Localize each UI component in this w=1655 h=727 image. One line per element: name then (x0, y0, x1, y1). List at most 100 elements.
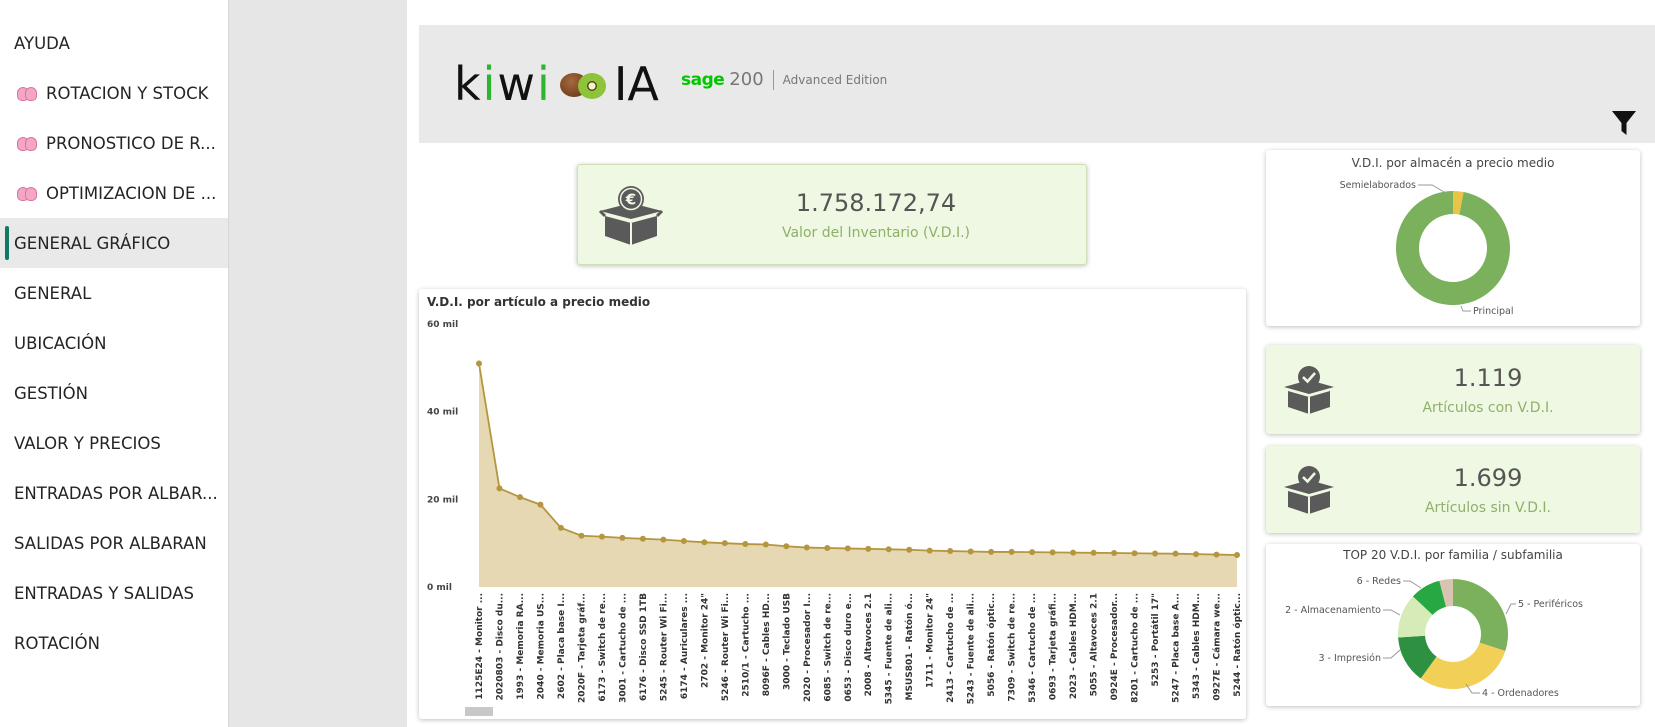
x-tick-label: 2040 - Memoria US... (536, 593, 546, 699)
data-point[interactable] (803, 544, 810, 551)
logo-letter: i (537, 57, 552, 111)
sage-version: 200 (729, 69, 764, 90)
horizontal-scrollbar[interactable] (465, 707, 493, 716)
data-point[interactable] (742, 541, 749, 548)
data-point[interactable] (721, 540, 728, 547)
sidebar-item[interactable]: UBICACIÓN (0, 318, 228, 368)
with-vdi-value: 1.119 (1453, 363, 1523, 392)
data-point[interactable] (476, 360, 482, 367)
donut-slice[interactable] (1412, 580, 1447, 615)
sidebar-item-label: GESTIÓN (14, 383, 88, 403)
data-point[interactable] (598, 533, 605, 540)
plot-area (476, 360, 1240, 587)
data-point[interactable] (680, 537, 687, 544)
data-point[interactable] (619, 534, 626, 541)
leader-line (1465, 683, 1480, 694)
sidebar-item[interactable]: PRONOSTICO DE R... (0, 118, 228, 168)
area-chart: V.D.I. por artículo a precio medio 0 mil… (427, 295, 1243, 716)
sidebar-item[interactable]: ENTRADAS POR ALBAR... (0, 468, 228, 518)
x-tick-label: MSUS801 - Ratón ó... (904, 593, 915, 701)
check-box-icon (1284, 365, 1334, 414)
donut-slice[interactable] (1453, 191, 1464, 215)
donut-label: Principal (1473, 306, 1513, 317)
y-tick-label: 40 mil (427, 408, 458, 418)
donut-label: 6 - Redes (1357, 576, 1401, 587)
sidebar-item[interactable]: GENERAL GRÁFICO (0, 218, 228, 268)
x-tick-label: 0924E - Procesador... (1110, 593, 1120, 700)
data-point[interactable] (947, 548, 954, 555)
sidebar-item-label: SALIDAS POR ALBARAN (14, 533, 207, 553)
kiwi-fruit-icon (559, 71, 608, 101)
sidebar-item-label: GENERAL (14, 283, 92, 303)
data-point[interactable] (1111, 550, 1118, 557)
data-point[interactable] (926, 547, 933, 554)
donut-label: 3 - Impresión (1318, 653, 1381, 664)
data-point[interactable] (660, 536, 667, 543)
sidebar-item[interactable]: ROTACION Y STOCK (0, 68, 228, 118)
data-point[interactable] (988, 548, 995, 555)
sidebar-item-label: ENTRADAS Y SALIDAS (14, 583, 194, 603)
data-point[interactable] (578, 532, 585, 539)
leader-line (1460, 305, 1471, 312)
data-point[interactable] (844, 545, 851, 552)
x-tick-label: 0693 - Tarjeta gráfi... (1049, 593, 1059, 700)
data-point[interactable] (1049, 549, 1056, 556)
data-point[interactable] (1090, 549, 1097, 556)
articles-with-vdi-card: 1.119 Artículos con V.D.I. (1266, 345, 1640, 434)
data-point[interactable] (537, 501, 544, 508)
data-point[interactable] (496, 485, 503, 492)
filter-icon[interactable] (1611, 109, 1637, 137)
sage-logo: sage 200 Advanced Edition (681, 69, 887, 90)
kpi-text: 1.699 Artículos sin V.D.I. (1336, 464, 1640, 516)
data-point[interactable] (865, 545, 872, 552)
data-point[interactable] (1029, 549, 1036, 556)
logo-letter: i (482, 57, 498, 111)
data-point[interactable] (1131, 550, 1138, 557)
sidebar-item[interactable]: SALIDAS POR ALBARAN (0, 518, 228, 568)
data-point[interactable] (1152, 550, 1159, 557)
x-tick-label: 6085 - Switch de re... (823, 593, 833, 702)
x-tick-label: 2008 - Altavoces 2.1 (864, 593, 874, 696)
sidebar-item[interactable]: AYUDA (0, 18, 228, 68)
donut-slice[interactable] (1420, 642, 1506, 689)
data-point[interactable] (906, 546, 913, 553)
data-point[interactable] (1070, 549, 1077, 556)
chart-title: V.D.I. por artículo a precio medio (427, 295, 650, 309)
donut-slice[interactable] (1398, 635, 1437, 679)
data-point[interactable] (516, 494, 523, 501)
donut-labels: Semielaborados Principal (1340, 180, 1514, 317)
x-tick-label: 0927E - Cámara we... (1213, 593, 1223, 701)
x-tick-label: 2020F - Tarjeta gráf... (577, 593, 587, 703)
data-point[interactable] (557, 524, 564, 531)
sidebar-item[interactable]: VALOR Y PRECIOS (0, 418, 228, 468)
data-point[interactable] (1193, 551, 1200, 558)
sidebar-nav: AYUDA ROTACION Y STOCK PRONOSTICO DE R... O… (0, 0, 229, 727)
data-point[interactable] (1008, 548, 1015, 555)
donut-chart: V.D.I. por almacén a precio medio Semiel… (1340, 156, 1555, 317)
data-point[interactable] (701, 539, 708, 546)
sidebar-item[interactable]: GENERAL (0, 268, 228, 318)
donut-slice[interactable] (1439, 579, 1453, 607)
data-point[interactable] (639, 535, 646, 542)
data-point[interactable] (967, 548, 974, 555)
sidebar-item[interactable]: ENTRADAS Y SALIDAS (0, 568, 228, 618)
data-point[interactable] (783, 543, 790, 550)
data-point[interactable] (1213, 551, 1220, 558)
x-tick-label: 2510/1 - Cartucho ... (741, 593, 751, 697)
data-point[interactable] (824, 544, 831, 551)
sidebar-item[interactable]: ROTACIÓN (0, 618, 228, 668)
area-fill (479, 363, 1237, 587)
donut-slice[interactable] (1453, 579, 1508, 651)
x-tick-label: 2602 - Placa base I... (557, 593, 567, 699)
leader-line (1403, 580, 1422, 589)
x-tick-label: 5055 - Altavoces 2.1 (1090, 593, 1100, 696)
data-point[interactable] (1234, 552, 1240, 559)
data-point[interactable] (762, 541, 769, 548)
sidebar-item[interactable]: OPTIMIZACION DE ... (0, 168, 228, 218)
kpi-text: 1.758.172,74 Valor del Inventario (V.D.I… (666, 189, 1086, 241)
data-point[interactable] (885, 546, 892, 553)
data-point[interactable] (1172, 550, 1179, 557)
donut-slice[interactable] (1396, 191, 1510, 305)
donut-slice[interactable] (1398, 596, 1433, 638)
sidebar-item[interactable]: GESTIÓN (0, 368, 228, 418)
